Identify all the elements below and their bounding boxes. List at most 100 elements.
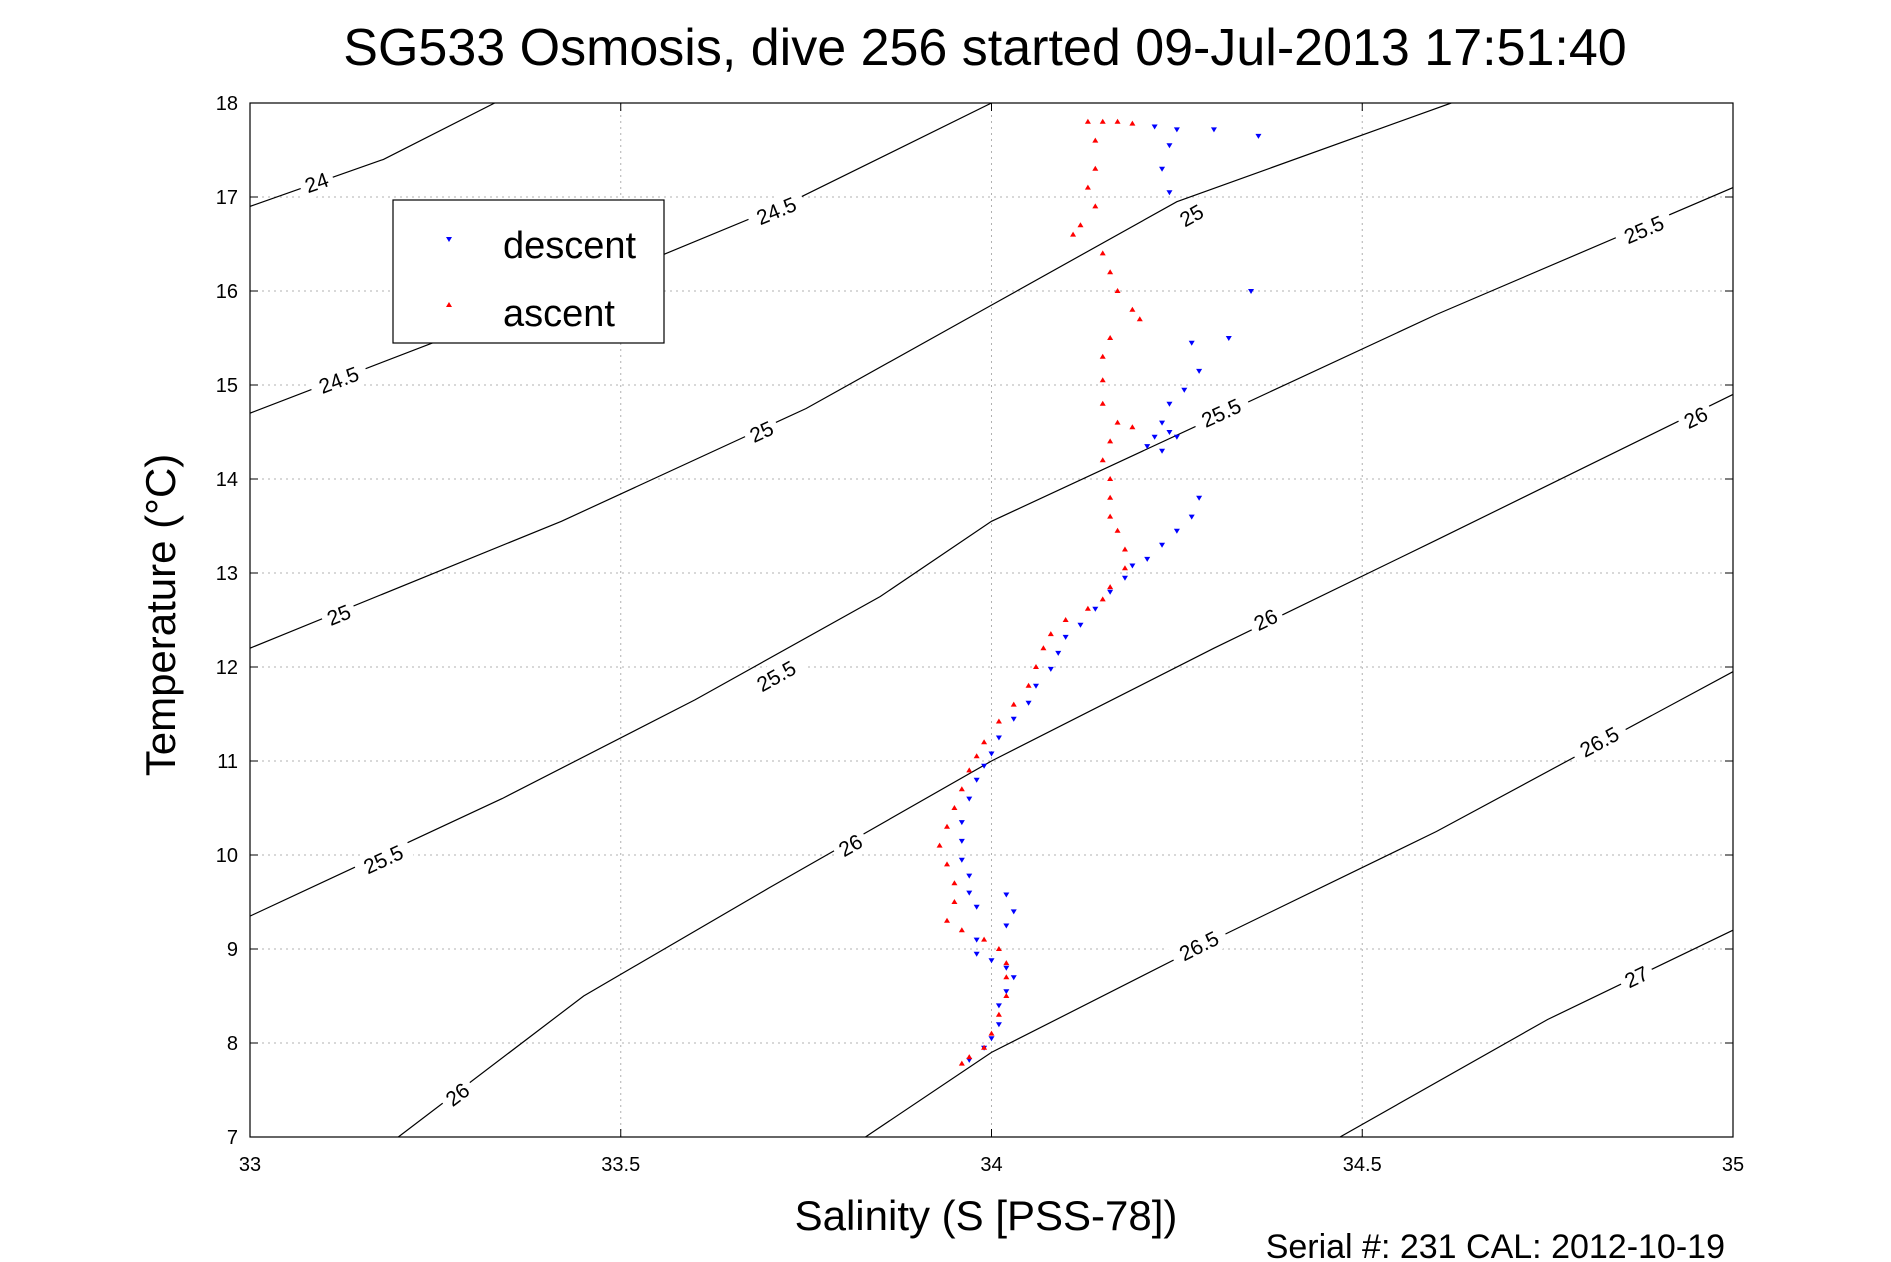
ascent-point (958, 786, 965, 792)
y-axis-label: Temperature (°C) (137, 454, 184, 777)
descent-point (988, 751, 995, 757)
ascent-point (995, 946, 1002, 951)
chart-title: SG533 Osmosis, dive 256 started 09-Jul-2… (343, 19, 1626, 77)
legend: descent ascent (392, 199, 665, 344)
y-tick-label: 10 (216, 845, 238, 867)
ascent-point (951, 899, 958, 904)
descent-point (981, 763, 988, 769)
contour-label-gap (740, 413, 783, 451)
descent-point (958, 820, 965, 826)
descent-point (1151, 124, 1158, 130)
descent-point (1188, 514, 1195, 520)
contour-label-gap (744, 188, 809, 235)
contour-label-gap (1567, 717, 1632, 768)
descent-point (1003, 965, 1010, 971)
descent-point (1003, 923, 1010, 929)
ascent-point (1099, 377, 1106, 383)
contour-label-gap (436, 1074, 480, 1116)
ascent-point (1099, 596, 1106, 602)
ascent-point (1114, 118, 1121, 124)
ascent-point (1114, 527, 1121, 533)
ascent-point (1084, 184, 1091, 190)
ascent-point (1099, 353, 1106, 359)
contour-label-gap (1615, 958, 1658, 997)
y-tick-label: 7 (227, 1127, 238, 1149)
descent-point (1129, 563, 1136, 569)
descent-point (1159, 448, 1166, 454)
ascent-point (944, 917, 951, 923)
ascent-point (1099, 250, 1106, 256)
descent-point (1248, 289, 1255, 294)
descent-point (1047, 666, 1054, 672)
ascent-point (951, 880, 958, 886)
descent-point (1032, 683, 1039, 689)
contour-label-gap (1189, 389, 1254, 438)
series-ascent (936, 118, 1143, 1066)
ascent-point (1003, 960, 1010, 966)
y-tick-label: 8 (227, 1033, 238, 1055)
contour-label-gap (1612, 206, 1676, 254)
ascent-point (1077, 222, 1084, 228)
ascent-point (973, 753, 980, 759)
contour-line-26 (397, 393, 1733, 1137)
descent-point (1188, 340, 1195, 346)
descent-point (995, 735, 1002, 741)
data-series (936, 118, 1262, 1066)
descent-point (1010, 909, 1017, 915)
ascent-point (981, 1044, 988, 1050)
ascent-point (1070, 231, 1077, 237)
x-tick-label: 35 (1722, 1154, 1744, 1176)
descent-point (1166, 430, 1173, 435)
descent-point (988, 1036, 995, 1042)
descent-point (1107, 589, 1114, 595)
ascent-point (1107, 513, 1114, 519)
x-axis-label: Salinity (S [PSS-78]) (795, 1192, 1178, 1239)
descent-point (1196, 495, 1203, 501)
descent-point (988, 958, 995, 964)
contour-label-gap (1170, 196, 1213, 236)
descent-point (1055, 650, 1062, 656)
descent-point (1121, 575, 1128, 581)
y-tick-label: 11 (217, 751, 238, 773)
descent-point (1173, 434, 1180, 440)
ascent-point (966, 1054, 973, 1060)
ascent-point (1047, 631, 1054, 637)
descent-point (1077, 622, 1084, 628)
descent-point (966, 890, 973, 896)
contour-label-gap (296, 164, 338, 201)
ascent-point (1129, 306, 1136, 312)
y-tick-label: 12 (216, 657, 238, 679)
ascent-point (1121, 546, 1128, 552)
ascent-point (936, 842, 943, 848)
ascent-point (1099, 118, 1106, 124)
contour-label-gap (1244, 600, 1287, 640)
descent-point (966, 1057, 973, 1063)
legend-marker-ascent (446, 302, 452, 307)
contour-label-gap (307, 357, 371, 403)
ascent-point (1062, 617, 1069, 622)
contour-label-gap (1674, 398, 1717, 438)
ascent-point (1084, 118, 1091, 124)
descent-point (1166, 190, 1173, 196)
ascent-point (1114, 419, 1121, 425)
descent-point (1166, 401, 1173, 407)
x-tick-label: 34 (980, 1154, 1002, 1176)
legend-label-ascent: ascent (503, 293, 615, 335)
ascent-point (1003, 974, 1010, 980)
legend-label-descent: descent (503, 225, 637, 267)
descent-point (1144, 444, 1151, 450)
series-descent (958, 124, 1262, 1063)
y-tick-label: 17 (216, 187, 238, 209)
descent-point (973, 777, 980, 783)
descent-point (1144, 556, 1151, 562)
contour-label-gap (829, 825, 872, 866)
ascent-point (1099, 457, 1106, 463)
contour-line-27 (1339, 929, 1733, 1137)
ascent-point (1121, 565, 1128, 571)
ascent-point (1107, 476, 1114, 481)
descent-point (973, 904, 980, 910)
ascent-point (1107, 438, 1114, 444)
descent-point (1181, 387, 1188, 393)
descent-point (1210, 127, 1217, 133)
descent-point (1092, 606, 1099, 612)
